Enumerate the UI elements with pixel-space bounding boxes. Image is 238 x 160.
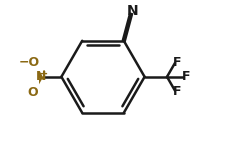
Text: F: F — [173, 85, 181, 98]
Text: F: F — [173, 56, 181, 69]
Text: +: + — [40, 69, 48, 79]
Text: F: F — [182, 70, 190, 83]
Text: N: N — [35, 70, 46, 83]
Text: −O: −O — [19, 56, 40, 68]
Text: O: O — [27, 86, 38, 99]
Text: N: N — [127, 4, 139, 18]
